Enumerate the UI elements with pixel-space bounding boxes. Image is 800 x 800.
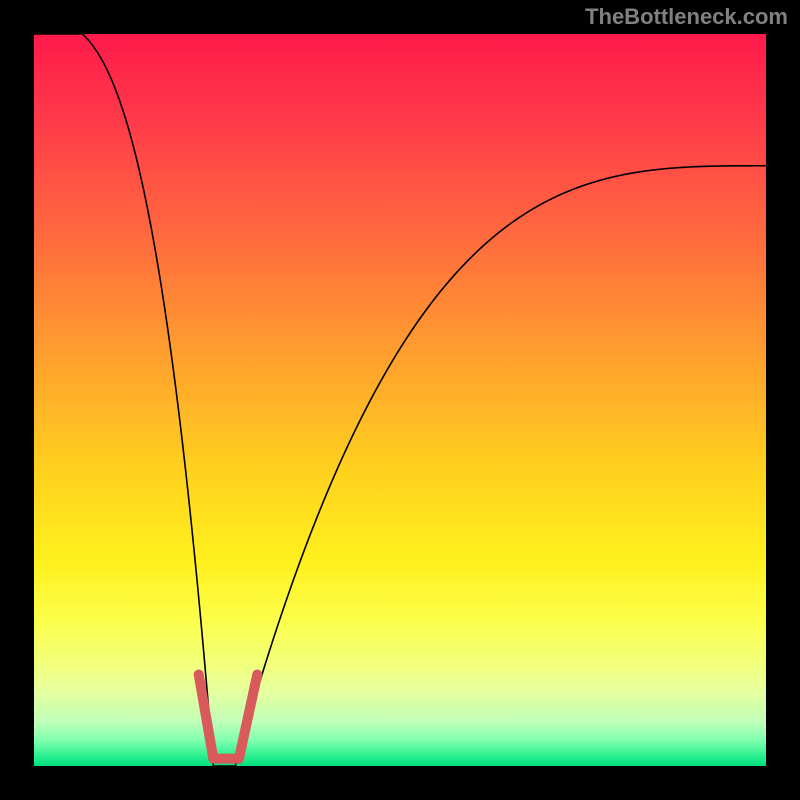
chart-background (34, 34, 766, 766)
bottleneck-chart (34, 34, 766, 766)
watermark-text: TheBottleneck.com (585, 4, 788, 30)
chart-frame: TheBottleneck.com (0, 0, 800, 800)
